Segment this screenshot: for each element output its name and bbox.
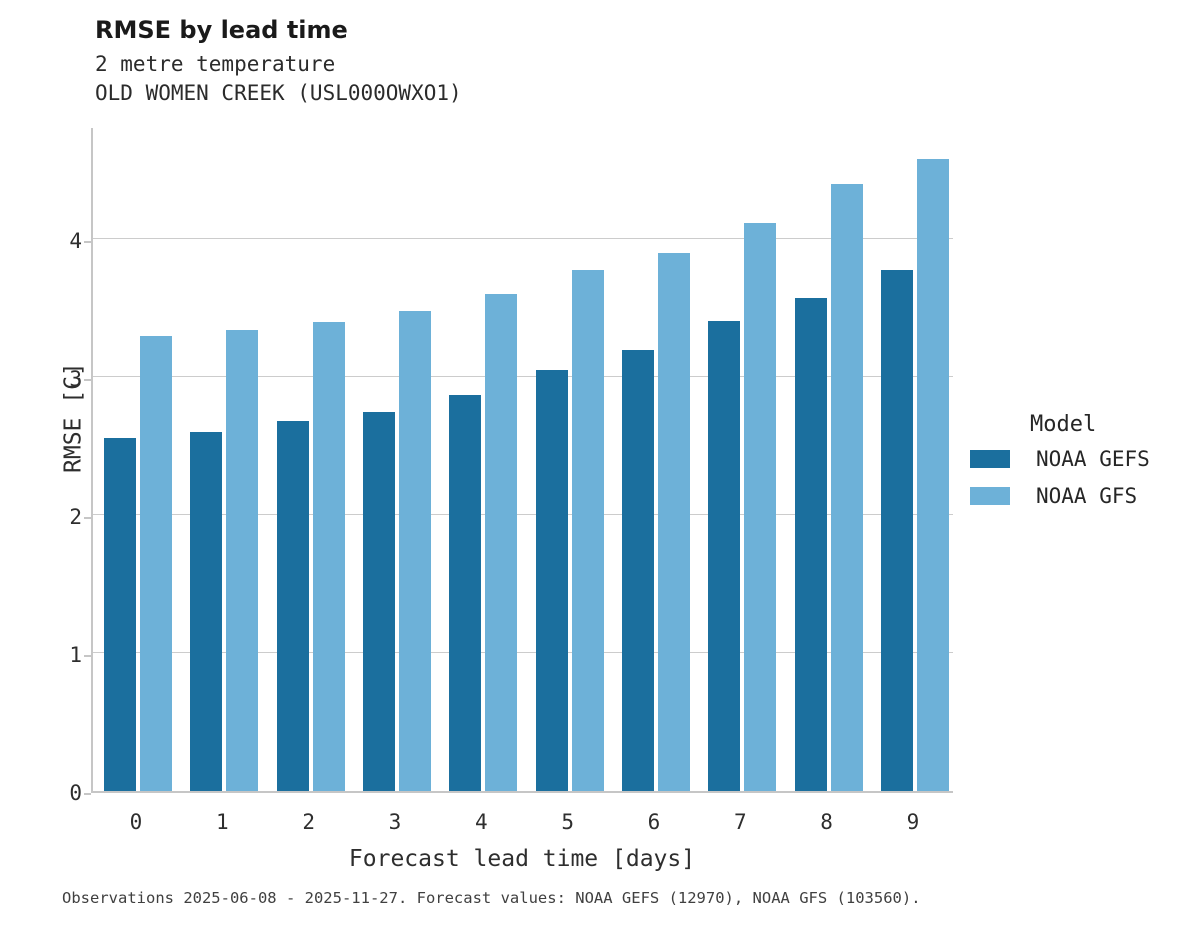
bar-noaa-gfs-lead-3	[398, 310, 431, 791]
footer-caption: Observations 2025-06-08 - 2025-11-27. Fo…	[62, 889, 921, 907]
x-tick-label-2: 2	[302, 810, 315, 834]
legend-entry-gfs: NOAA GFS	[970, 484, 1150, 508]
bar-noaa-gfs-lead-0	[140, 335, 172, 791]
bar-noaa-gefs-lead-3	[362, 411, 395, 791]
y-tick-mark-4	[84, 241, 91, 243]
plot-area	[91, 128, 953, 793]
x-tick-label-9: 9	[906, 810, 920, 834]
x-axis-title: Forecast lead time [days]	[348, 846, 696, 872]
bar-noaa-gefs-lead-6	[621, 349, 654, 791]
bar-noaa-gefs-lead-2	[276, 421, 309, 791]
y-tick-label-0: 0	[69, 781, 82, 805]
x-tick-label-5: 5	[561, 810, 574, 834]
bar-noaa-gefs-lead-8	[794, 298, 827, 791]
legend: Model NOAA GEFS NOAA GFS	[970, 412, 1150, 521]
bar-noaa-gefs-lead-0	[104, 437, 136, 791]
legend-label-gfs: NOAA GFS	[1036, 484, 1138, 508]
chart-subtitle: 2 metre temperature OLD WOMEN CREEK (USL0…	[95, 50, 462, 108]
bar-noaa-gfs-lead-9	[916, 159, 949, 791]
y-tick-mark-2	[84, 517, 91, 519]
x-tick-label-0: 0	[129, 810, 143, 834]
bar-noaa-gefs-lead-1	[190, 432, 223, 791]
x-tick-label-6: 6	[647, 810, 661, 834]
subtitle-variable: 2 metre temperature	[95, 52, 336, 76]
legend-title: Model	[1030, 412, 1097, 437]
x-tick-label-1: 1	[216, 810, 229, 834]
y-tick-mark-0	[84, 793, 91, 795]
gridline-y-4	[93, 237, 953, 240]
legend-label-gefs: NOAA GEFS	[1036, 447, 1150, 471]
y-tick-label-2: 2	[69, 505, 82, 530]
bar-noaa-gefs-lead-9	[880, 269, 913, 791]
bar-noaa-gefs-lead-4	[449, 395, 482, 791]
bar-noaa-gfs-lead-5	[571, 269, 604, 791]
bar-noaa-gfs-lead-8	[830, 183, 863, 791]
bar-noaa-gfs-lead-6	[657, 252, 690, 791]
legend-entry-gefs: NOAA GEFS	[970, 447, 1150, 471]
y-tick-label-4: 4	[69, 229, 82, 254]
bar-noaa-gfs-lead-4	[485, 294, 518, 791]
y-tick-label-3: 3	[69, 367, 82, 392]
y-tick-label-1: 1	[69, 643, 82, 668]
bar-noaa-gefs-lead-7	[708, 320, 741, 791]
x-tick-label-7: 7	[733, 810, 747, 834]
subtitle-station: OLD WOMEN CREEK (USL000OWXO1)	[95, 81, 462, 105]
bar-noaa-gfs-lead-7	[744, 222, 777, 791]
gfs-swatch-icon	[970, 487, 1010, 505]
chart-title: RMSE by lead time	[95, 16, 348, 44]
y-tick-mark-1	[84, 655, 91, 657]
gridline-y-3	[93, 375, 953, 378]
x-tick-label-3: 3	[388, 810, 402, 834]
y-tick-mark-3	[84, 379, 91, 381]
bar-noaa-gfs-lead-2	[312, 321, 345, 791]
x-tick-label-8: 8	[820, 810, 833, 834]
gridline-y-2	[93, 513, 953, 516]
bar-noaa-gfs-lead-1	[226, 330, 259, 791]
x-tick-label-4: 4	[474, 810, 488, 834]
gridline-y-1	[93, 651, 953, 654]
bar-noaa-gefs-lead-5	[535, 370, 568, 791]
gefs-swatch-icon	[970, 450, 1010, 468]
